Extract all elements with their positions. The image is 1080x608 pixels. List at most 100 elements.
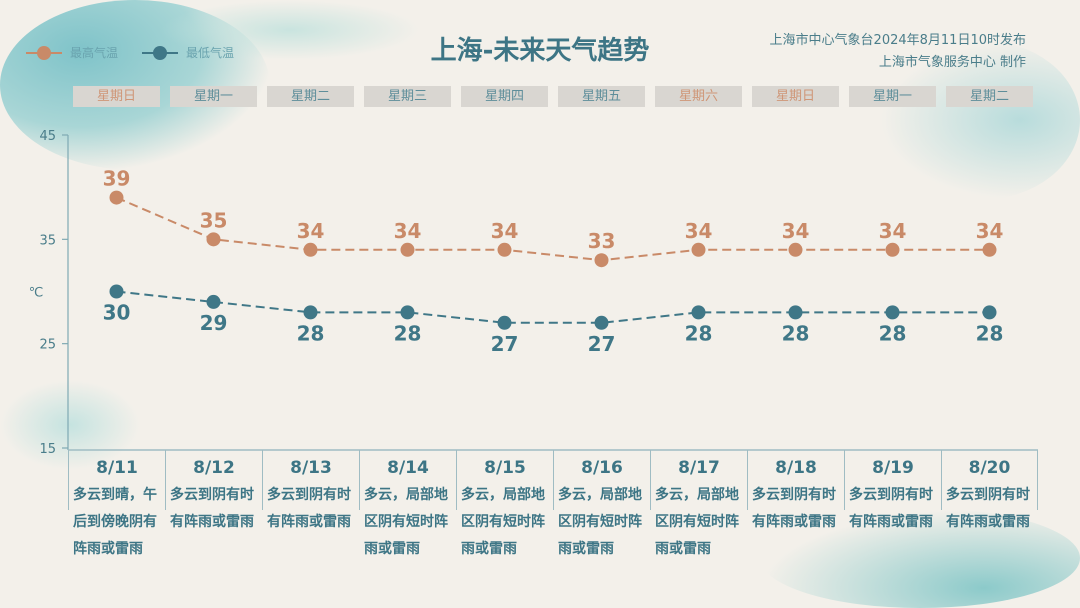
low-temp-label: 27 <box>491 332 519 356</box>
high-temp-line <box>116 196 990 262</box>
weather-description: 多云到晴，午后到傍晚阴有阵雨或雷雨 <box>73 487 157 557</box>
low-temp-point <box>400 305 415 320</box>
forecast-cell: 8/16 多云，局部地区阴有短时阵雨或雷雨 <box>553 450 650 557</box>
y-axis-unit: ℃ <box>29 286 44 301</box>
low-temp-point <box>788 305 803 320</box>
high-temp-point <box>400 242 415 257</box>
weather-description: 多云到阴有时有阵雨或雷雨 <box>946 487 1030 530</box>
forecast-cell: 8/19 多云到阴有时有阵雨或雷雨 <box>844 450 941 530</box>
chart-title: 上海-未来天气趋势 <box>430 36 650 66</box>
low-temp-point <box>594 315 609 330</box>
forecast-cell: 8/15 多云，局部地区阴有短时阵雨或雷雨 <box>456 450 553 557</box>
legend: 最高气温 最低气温 <box>26 44 234 61</box>
weekday-label: 星期四 <box>461 86 548 107</box>
weather-description: 多云到阴有时有阵雨或雷雨 <box>752 487 836 530</box>
legend-marker-high <box>26 45 62 60</box>
watercolor-decoration <box>160 0 420 60</box>
date-label: 8/15 <box>484 458 526 478</box>
watercolor-decoration <box>760 508 1080 608</box>
low-temp-point <box>303 305 318 320</box>
low-temp-label: 27 <box>588 332 616 356</box>
weekday-label: 星期日 <box>73 86 160 107</box>
forecast-cell: 8/12 多云到阴有时有阵雨或雷雨 <box>165 450 262 530</box>
low-temp-point <box>109 284 124 299</box>
low-temp-label: 28 <box>685 321 713 345</box>
weather-description: 多云，局部地区阴有短时阵雨或雷雨 <box>558 487 642 557</box>
date-label: 8/14 <box>387 458 429 478</box>
source-line-1: 上海市中心气象台2024年8月11日10时发布 <box>769 33 1026 48</box>
weekday-label: 星期二 <box>946 86 1033 107</box>
source-info: 上海市中心气象台2024年8月11日10时发布 上海市气象服务中心 制作 <box>770 30 1026 74</box>
forecast-cell: 8/18 多云到阴有时有阵雨或雷雨 <box>747 450 844 530</box>
legend-item-high: 最高气温 <box>26 44 118 61</box>
low-temp-point <box>497 315 512 330</box>
low-temp-label: 28 <box>394 321 422 345</box>
forecast-cell: 8/14 多云，局部地区阴有短时阵雨或雷雨 <box>359 450 456 557</box>
y-tick-label: 15 <box>39 442 56 457</box>
y-tick-label: 35 <box>39 233 56 248</box>
high-temp-point <box>788 242 803 257</box>
date-label: 8/17 <box>678 458 720 478</box>
y-tick-label: 45 <box>39 129 56 144</box>
high-temp-point <box>497 242 512 257</box>
date-label: 8/16 <box>581 458 623 478</box>
weekday-label: 星期三 <box>364 86 451 107</box>
weather-description: 多云，局部地区阴有短时阵雨或雷雨 <box>461 487 545 557</box>
high-temp-point <box>109 190 124 205</box>
low-temp-label: 29 <box>200 311 228 335</box>
weather-description: 多云到阴有时有阵雨或雷雨 <box>170 487 254 530</box>
weather-description: 多云，局部地区阴有短时阵雨或雷雨 <box>655 487 739 557</box>
date-label: 8/18 <box>775 458 817 478</box>
high-temp-label: 34 <box>879 219 907 243</box>
high-temp-label: 33 <box>588 229 616 253</box>
weekday-label: 星期日 <box>752 86 839 107</box>
high-temp-point <box>594 253 609 268</box>
low-temp-label: 28 <box>782 321 810 345</box>
legend-label-low: 最低气温 <box>186 46 235 60</box>
date-label: 8/11 <box>96 458 138 478</box>
forecast-table: 8/11 多云到晴，午后到傍晚阴有阵雨或雷雨 8/12 多云到阴有时有阵雨或雷雨 8/1… <box>68 450 1038 557</box>
date-label: 8/20 <box>968 458 1011 478</box>
high-temp-point <box>206 232 221 247</box>
forecast-cell: 8/20 多云到阴有时有阵雨或雷雨 <box>941 450 1038 530</box>
weekday-label: 星期五 <box>558 86 645 107</box>
date-label: 8/19 <box>872 458 914 478</box>
high-temp-label: 39 <box>103 167 131 191</box>
weekday-label: 星期一 <box>849 86 936 107</box>
high-temp-point <box>303 242 318 257</box>
y-tick-label: 25 <box>39 338 56 353</box>
high-temp-label: 34 <box>685 219 713 243</box>
legend-marker-low <box>142 45 179 60</box>
low-temp-point <box>206 294 221 309</box>
date-label: 8/13 <box>290 458 332 478</box>
weekday-row: 星期日 星期一 星期二 星期三 星期四 星期五 星期六 星期日 星期一 星期二 <box>68 86 1038 107</box>
weather-description: 多云到阴有时有阵雨或雷雨 <box>267 487 351 530</box>
low-temp-label: 30 <box>103 301 131 325</box>
weather-description: 多云，局部地区阴有短时阵雨或雷雨 <box>364 487 448 557</box>
high-temp-point <box>691 242 706 257</box>
low-temp-label: 28 <box>976 321 1004 345</box>
low-temp-point <box>885 305 900 320</box>
forecast-cell: 8/11 多云到晴，午后到傍晚阴有阵雨或雷雨 <box>68 450 165 557</box>
watercolor-decoration <box>880 40 1080 200</box>
high-temp-point <box>885 242 900 257</box>
low-temp-point <box>982 305 997 320</box>
high-temp-label: 34 <box>491 219 519 243</box>
high-temp-point <box>982 242 997 257</box>
high-temp-label: 34 <box>394 219 422 243</box>
low-temp-label: 28 <box>297 321 325 345</box>
legend-label-high: 最高气温 <box>70 46 119 60</box>
legend-item-low: 最低气温 <box>142 44 234 61</box>
date-label: 8/12 <box>193 458 235 478</box>
high-temp-label: 34 <box>976 219 1004 243</box>
forecast-cell: 8/17 多云，局部地区阴有短时阵雨或雷雨 <box>650 450 747 557</box>
low-temp-line <box>116 290 990 324</box>
weather-description: 多云到阴有时有阵雨或雷雨 <box>849 487 933 530</box>
high-temp-label: 34 <box>297 219 325 243</box>
forecast-cell: 8/13 多云到阴有时有阵雨或雷雨 <box>262 450 359 530</box>
weekday-label: 星期一 <box>170 86 257 107</box>
high-temp-label: 35 <box>200 208 228 232</box>
high-temp-label: 34 <box>782 219 810 243</box>
source-line-2: 上海市气象服务中心 制作 <box>878 55 1026 70</box>
